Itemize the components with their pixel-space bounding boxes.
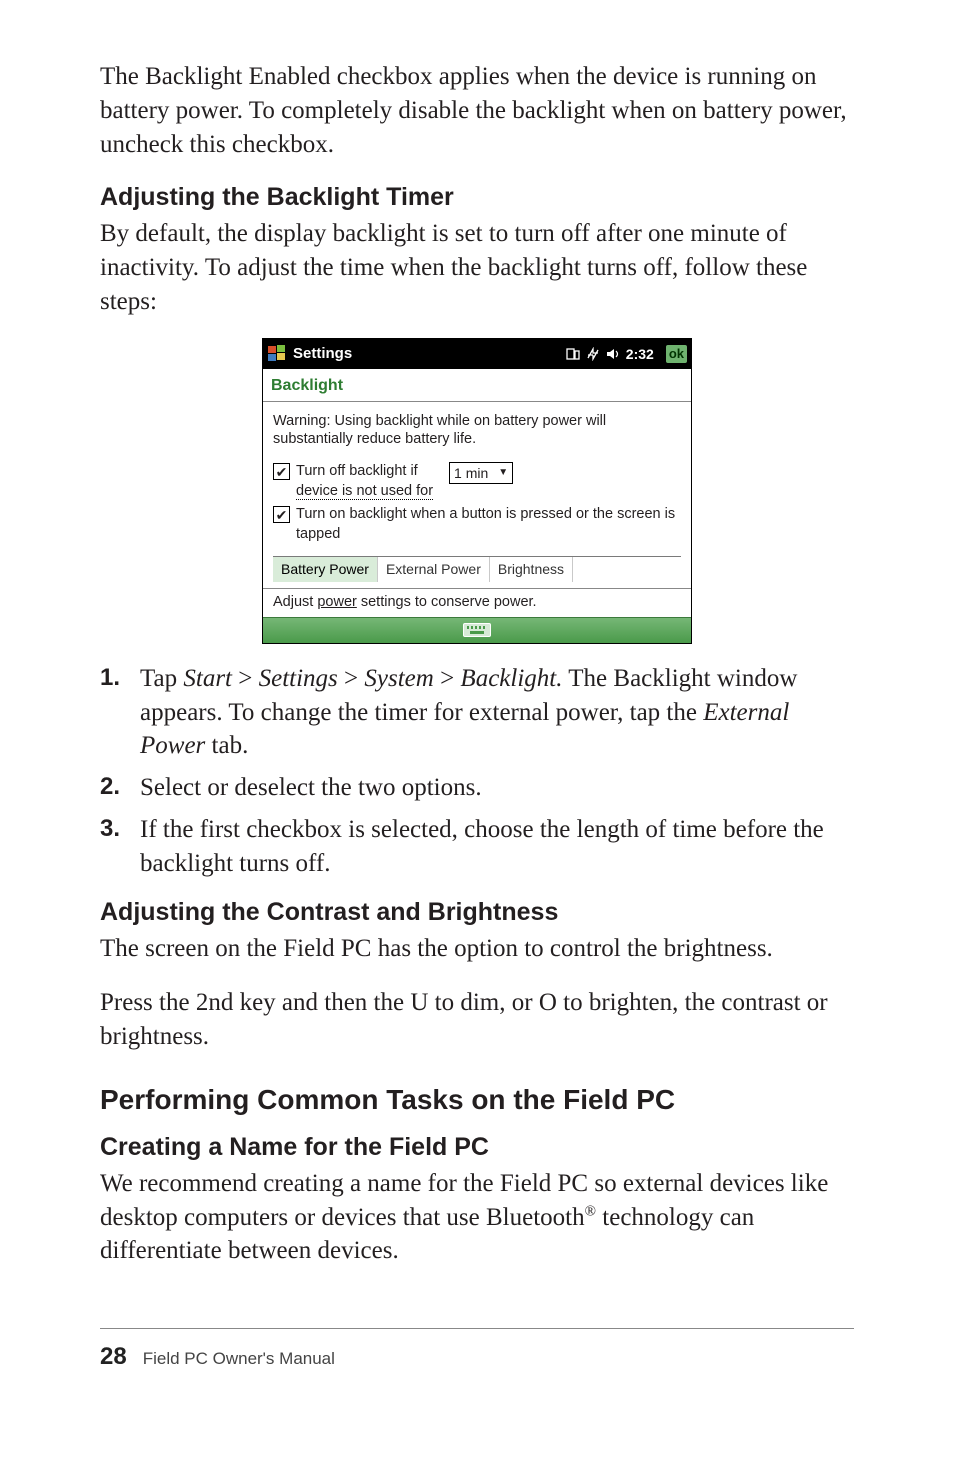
option-turn-on-label: Turn on backlight when a button is press… (296, 505, 681, 544)
tab-brightness[interactable]: Brightness (490, 557, 573, 582)
clock-time: 2:32 (626, 345, 654, 364)
section3-body: We recommend creating a name for the Fie… (100, 1167, 854, 1268)
intro-paragraph: The Backlight Enabled checkbox applies w… (100, 60, 854, 161)
panel-title: Backlight (263, 369, 691, 401)
power-link[interactable]: power (317, 594, 357, 610)
start-flag-icon (267, 344, 287, 364)
option-turn-off-label: Turn off backlight if device is not used… (296, 462, 433, 501)
registered-mark: ® (585, 1203, 596, 1219)
checkbox-turn-on[interactable]: ✔ (273, 506, 290, 523)
tab-battery-power[interactable]: Battery Power (273, 557, 378, 582)
sip-bar[interactable] (263, 617, 691, 643)
step-3: If the first checkbox is selected, choos… (100, 813, 854, 881)
page-number: 28 (100, 1341, 127, 1373)
heading-common-tasks: Performing Common Tasks on the Field PC (100, 1081, 854, 1119)
keyboard-icon[interactable] (463, 623, 491, 637)
titlebar: Settings 2:32 ok (263, 339, 691, 369)
tab-external-power[interactable]: External Power (378, 557, 490, 582)
settings-window: Settings 2:32 ok Backlight Warning: Usin… (262, 338, 692, 644)
warning-text: Warning: Using backlight while on batter… (273, 412, 681, 448)
titlebar-title: Settings (293, 344, 352, 364)
page-footer: 28 Field PC Owner's Manual (100, 1341, 854, 1373)
checkbox-turn-off[interactable]: ✔ (273, 463, 290, 480)
step-1: Tap Start > Settings > System > Backligh… (100, 662, 854, 763)
ok-button[interactable]: ok (666, 345, 687, 363)
heading-creating-name: Creating a Name for the Field PC (100, 1131, 854, 1165)
adjust-power-line: Adjust power settings to conserve power. (263, 588, 691, 617)
tabs: Battery Power External Power Brightness (273, 556, 681, 582)
steps-list: Tap Start > Settings > System > Backligh… (100, 662, 854, 881)
heading-contrast-brightness: Adjusting the Contrast and Brightness (100, 896, 854, 930)
step-2: Select or deselect the two options. (100, 771, 854, 805)
device-not-used-link[interactable]: device is not used for (296, 483, 433, 500)
timeout-dropdown[interactable]: 1 min (449, 462, 513, 484)
signal-icon (566, 347, 580, 361)
footer-title: Field PC Owner's Manual (143, 1348, 335, 1371)
section2-p1: The screen on the Field PC has the optio… (100, 932, 854, 966)
option-turn-off-row: ✔ Turn off backlight if device is not us… (273, 462, 681, 501)
option-turn-on-row: ✔ Turn on backlight when a button is pre… (273, 505, 681, 544)
section1-body: By default, the display backlight is set… (100, 217, 854, 318)
section2-p2: Press the 2nd key and then the U to dim,… (100, 986, 854, 1054)
status-icons: 2:32 ok (566, 345, 687, 364)
connection-icon (586, 347, 600, 361)
speaker-icon (606, 347, 620, 361)
heading-backlight-timer: Adjusting the Backlight Timer (100, 181, 854, 215)
screenshot-container: Settings 2:32 ok Backlight Warning: Usin… (100, 338, 854, 644)
